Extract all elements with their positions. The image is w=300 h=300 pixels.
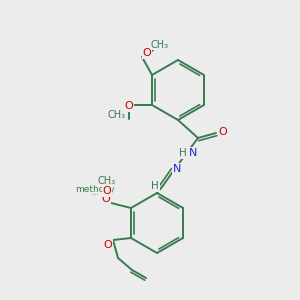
Text: N: N: [173, 164, 181, 174]
Text: H: H: [151, 181, 159, 191]
Text: O: O: [102, 194, 110, 204]
Text: methoxy: methoxy: [93, 194, 99, 195]
Text: O: O: [124, 101, 134, 111]
Text: N: N: [189, 148, 197, 158]
Text: CH₃: CH₃: [108, 110, 126, 120]
Text: O: O: [103, 186, 111, 196]
Text: O: O: [142, 48, 152, 58]
Text: methoxy: methoxy: [75, 184, 115, 194]
Text: H: H: [179, 148, 187, 158]
Text: O: O: [219, 127, 227, 137]
Text: O: O: [103, 240, 112, 250]
Text: CH₃: CH₃: [98, 176, 116, 186]
Text: CH₃: CH₃: [151, 40, 169, 50]
